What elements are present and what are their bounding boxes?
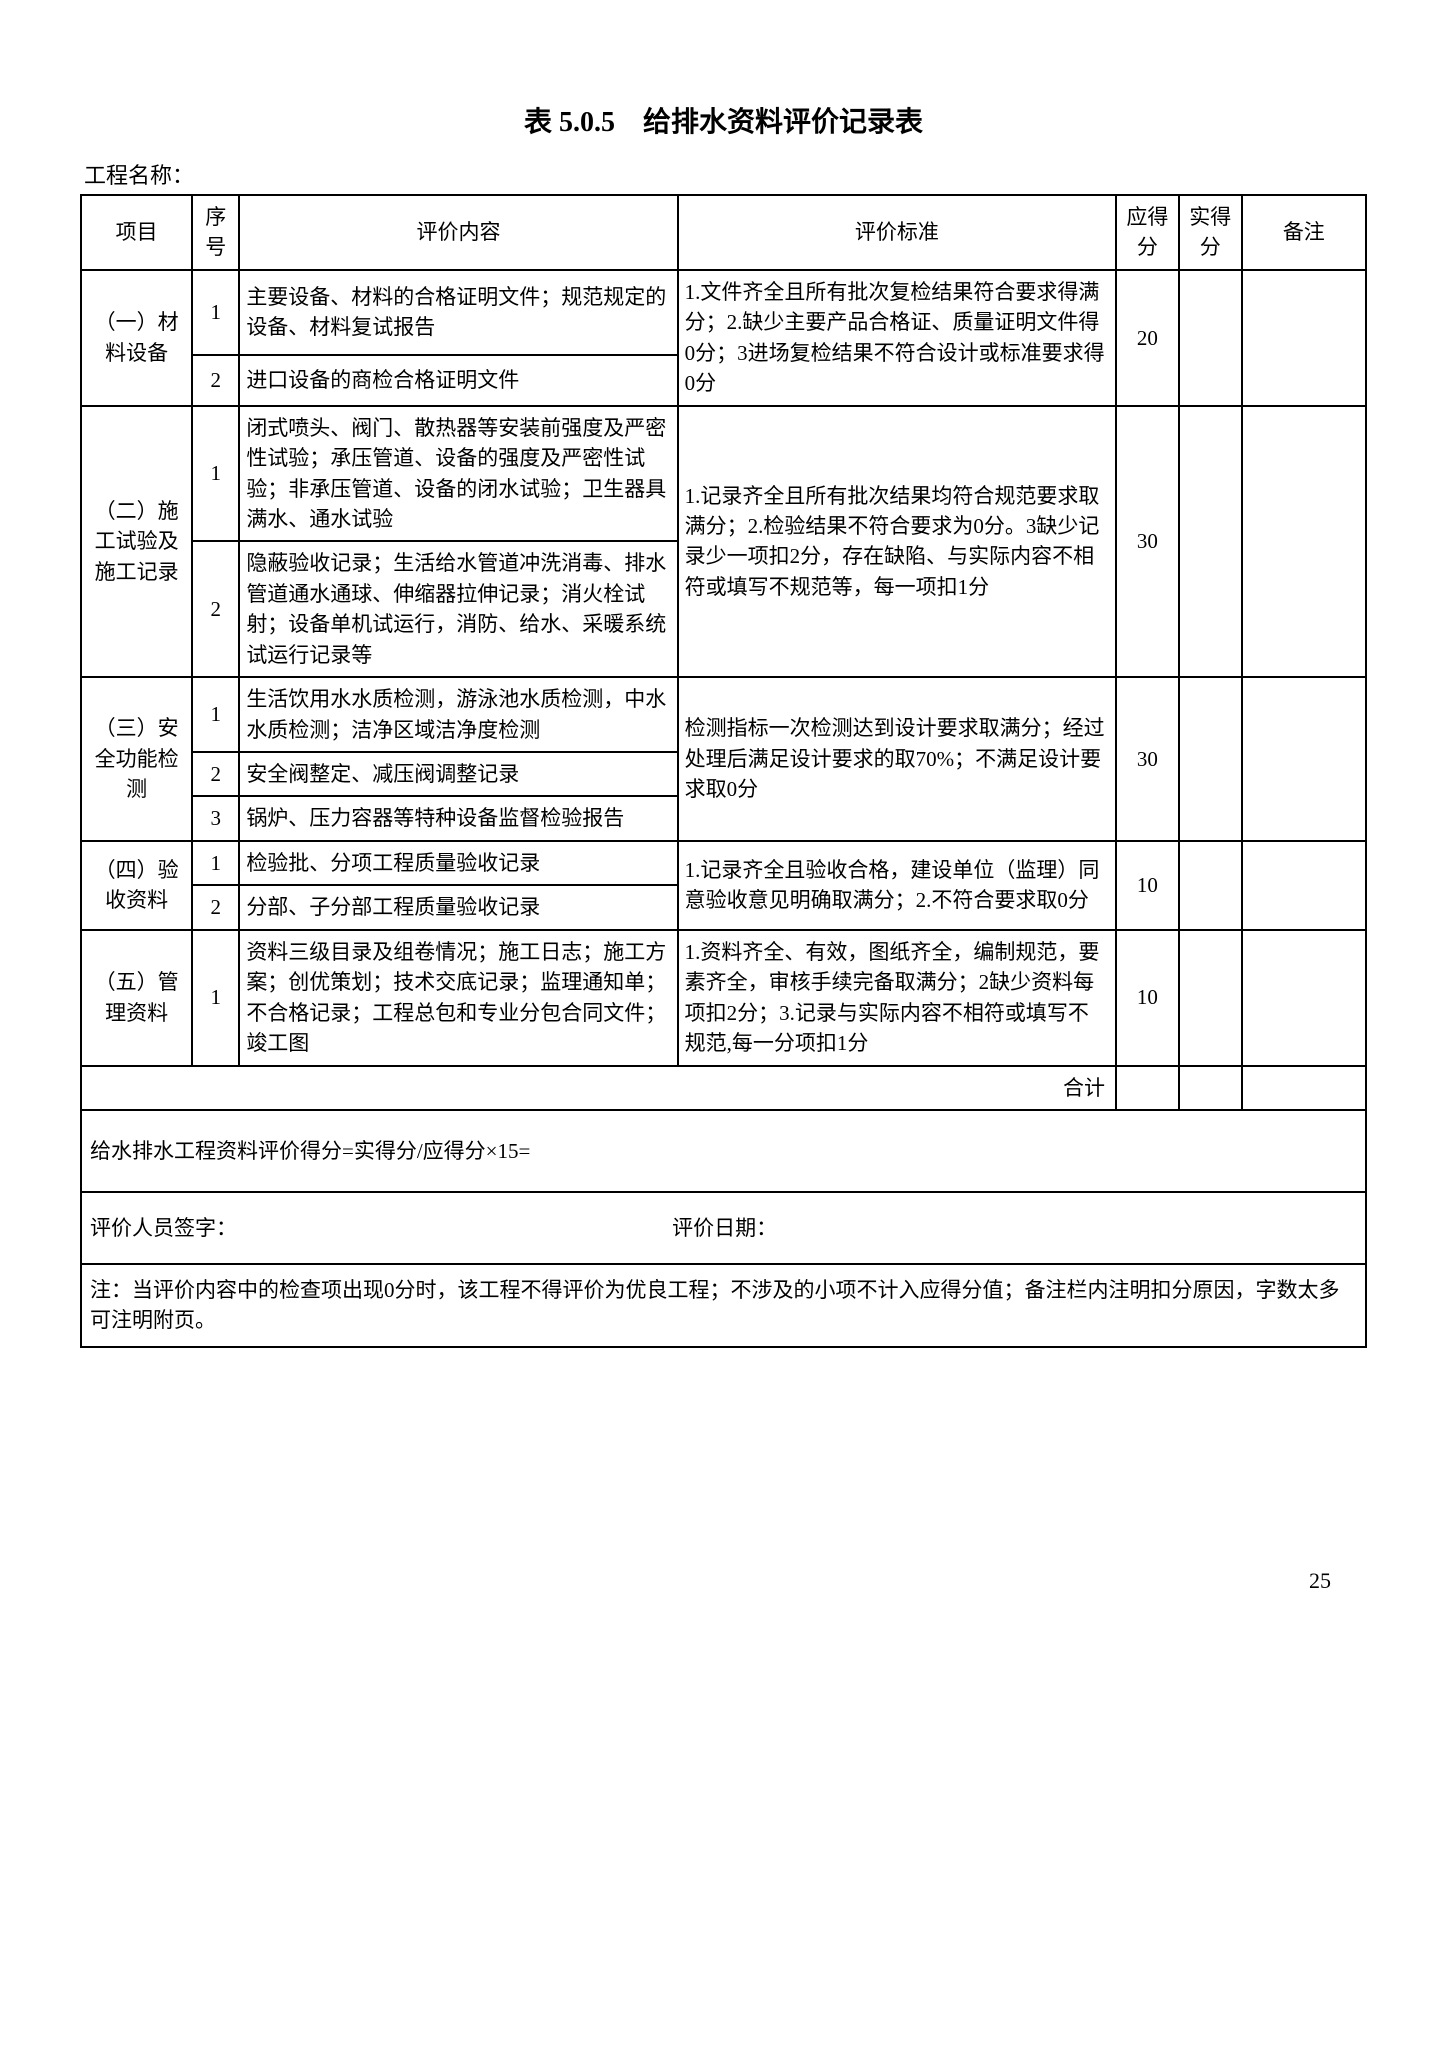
table-row: （二）施工试验及施工记录1闭式喷头、阀门、散热器等安装前强度及严密性试验；承压管… — [81, 406, 1366, 542]
section-remark — [1242, 930, 1366, 1066]
total-row: 合计 — [81, 1066, 1366, 1110]
row-number: 2 — [192, 752, 239, 796]
formula-cell: 给水排水工程资料评价得分=实得分/应得分×15= — [81, 1110, 1366, 1192]
row-number: 1 — [192, 406, 239, 542]
section-should-score: 20 — [1116, 270, 1179, 406]
row-content: 生活饮用水水质检测，游泳池水质检测，中水水质检测；洁净区域洁净度检测 — [239, 677, 677, 752]
row-number: 1 — [192, 841, 239, 885]
table-title: 表 5.0.5 给排水资料评价记录表 — [80, 100, 1367, 140]
table-body: （一）材料设备1主要设备、材料的合格证明文件；规范规定的设备、材料复试报告1.文… — [81, 270, 1366, 1347]
row-content: 安全阀整定、减压阀调整记录 — [239, 752, 677, 796]
col-actual: 实得分 — [1179, 195, 1242, 270]
formula-row: 给水排水工程资料评价得分=实得分/应得分×15= — [81, 1110, 1366, 1192]
section-should-score: 10 — [1116, 841, 1179, 930]
row-content: 锅炉、压力容器等特种设备监督检验报告 — [239, 796, 677, 840]
col-remark: 备注 — [1242, 195, 1366, 270]
section-name: （四）验收资料 — [81, 841, 192, 930]
row-number: 2 — [192, 541, 239, 677]
table-row: （三）安全功能检测1生活饮用水水质检测，游泳池水质检测，中水水质检测；洁净区域洁… — [81, 677, 1366, 752]
section-actual-score — [1179, 406, 1242, 678]
section-standard: 检测指标一次检测达到设计要求取满分；经过处理后满足设计要求的取70%；不满足设计… — [678, 677, 1116, 841]
col-standard: 评价标准 — [678, 195, 1116, 270]
row-content: 资料三级目录及组卷情况；施工日志；施工方案；创优策划；技术交底记录；监理通知单；… — [239, 930, 677, 1066]
note-cell: 注：当评价内容中的检查项出现0分时，该工程不得评价为优良工程；不涉及的小项不计入… — [81, 1264, 1366, 1347]
row-number: 3 — [192, 796, 239, 840]
section-remark — [1242, 270, 1366, 406]
total-remark — [1242, 1066, 1366, 1110]
section-should-score: 10 — [1116, 930, 1179, 1066]
table-row: （四）验收资料1检验批、分项工程质量验收记录1.记录齐全且验收合格，建设单位（监… — [81, 841, 1366, 885]
row-number: 2 — [192, 885, 239, 929]
section-standard: 1.文件齐全且所有批次复检结果符合要求得满分；2.缺少主要产品合格证、质量证明文… — [678, 270, 1116, 406]
col-content: 评价内容 — [239, 195, 677, 270]
section-standard: 1.记录齐全且所有批次结果均符合规范要求取满分；2.检验结果不符合要求为0分。3… — [678, 406, 1116, 678]
row-number: 1 — [192, 677, 239, 752]
sign-person-label: 评价人员签字： — [90, 1216, 237, 1240]
table-row: （五）管理资料1资料三级目录及组卷情况；施工日志；施工方案；创优策划；技术交底记… — [81, 930, 1366, 1066]
section-actual-score — [1179, 841, 1242, 930]
section-should-score: 30 — [1116, 406, 1179, 678]
page-number: 25 — [80, 1568, 1367, 1594]
col-num: 序号 — [192, 195, 239, 270]
signature-row: 评价人员签字： 评价日期： — [81, 1192, 1366, 1264]
row-number: 1 — [192, 930, 239, 1066]
row-content: 主要设备、材料的合格证明文件；规范规定的设备、材料复试报告 — [239, 270, 677, 355]
section-name: （五）管理资料 — [81, 930, 192, 1066]
note-row: 注：当评价内容中的检查项出现0分时，该工程不得评价为优良工程；不涉及的小项不计入… — [81, 1264, 1366, 1347]
row-number: 2 — [192, 355, 239, 406]
signature-cell: 评价人员签字： 评价日期： — [81, 1192, 1366, 1264]
total-actual — [1179, 1066, 1242, 1110]
table-row: （一）材料设备1主要设备、材料的合格证明文件；规范规定的设备、材料复试报告1.文… — [81, 270, 1366, 355]
section-name: （三）安全功能检测 — [81, 677, 192, 841]
row-content: 检验批、分项工程质量验收记录 — [239, 841, 677, 885]
evaluation-table: 项目 序号 评价内容 评价标准 应得分 实得分 备注 （一）材料设备1主要设备、… — [80, 194, 1367, 1348]
col-project: 项目 — [81, 195, 192, 270]
section-standard: 1.记录齐全且验收合格，建设单位（监理）同意验收意见明确取满分；2.不符合要求取… — [678, 841, 1116, 930]
section-name: （二）施工试验及施工记录 — [81, 406, 192, 678]
row-content: 隐蔽验收记录；生活给水管道冲洗消毒、排水管道通水通球、伸缩器拉伸记录；消火栓试射… — [239, 541, 677, 677]
table-header-row: 项目 序号 评价内容 评价标准 应得分 实得分 备注 — [81, 195, 1366, 270]
section-actual-score — [1179, 677, 1242, 841]
section-remark — [1242, 677, 1366, 841]
section-should-score: 30 — [1116, 677, 1179, 841]
total-label: 合计 — [81, 1066, 1116, 1110]
sign-date-label: 评价日期： — [672, 1213, 777, 1243]
section-remark — [1242, 406, 1366, 678]
row-content: 分部、子分部工程质量验收记录 — [239, 885, 677, 929]
section-standard: 1.资料齐全、有效，图纸齐全，编制规范，要素齐全，审核手续完备取满分；2缺少资料… — [678, 930, 1116, 1066]
row-content: 闭式喷头、阀门、散热器等安装前强度及严密性试验；承压管道、设备的强度及严密性试验… — [239, 406, 677, 542]
section-actual-score — [1179, 270, 1242, 406]
project-name-label: 工程名称： — [80, 158, 1367, 190]
section-name: （一）材料设备 — [81, 270, 192, 406]
section-remark — [1242, 841, 1366, 930]
col-should: 应得分 — [1116, 195, 1179, 270]
section-actual-score — [1179, 930, 1242, 1066]
total-should — [1116, 1066, 1179, 1110]
row-number: 1 — [192, 270, 239, 355]
row-content: 进口设备的商检合格证明文件 — [239, 355, 677, 406]
